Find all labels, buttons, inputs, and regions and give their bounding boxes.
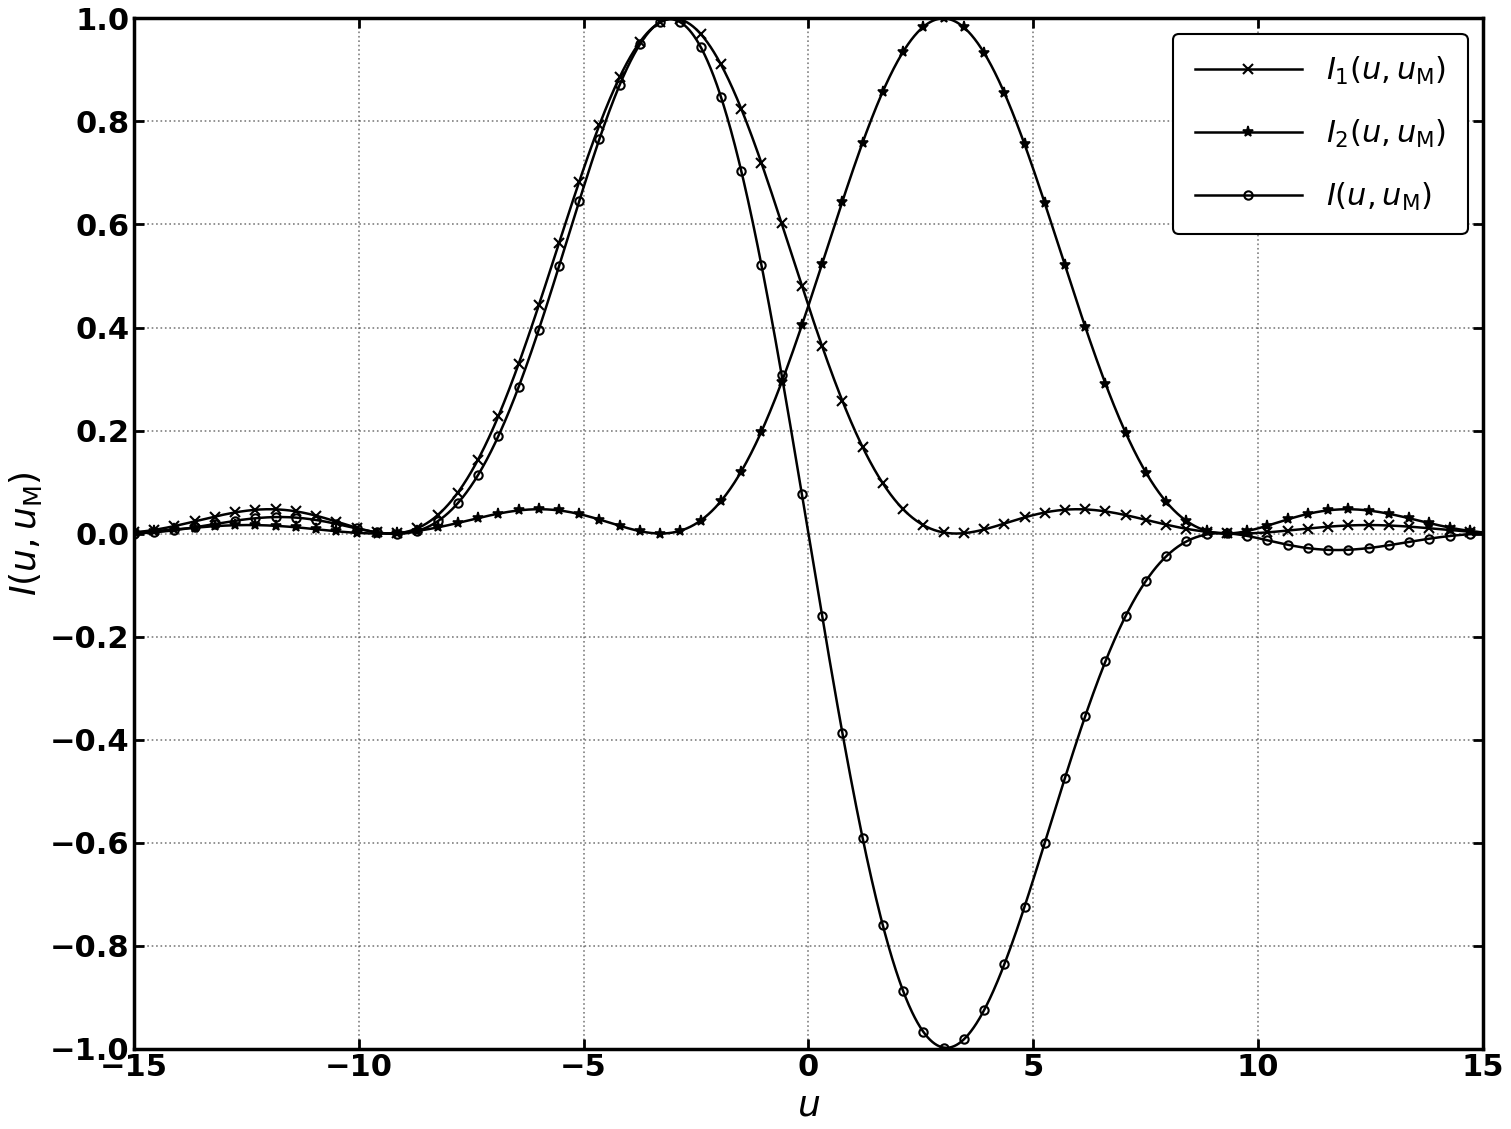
$I_1(u,u_{\mathrm{M}})$ (642, 23, 660, 36)
$I_2(u,u_{\mathrm{M}})$ (1302, 506, 1321, 519)
$I(u,u_{\mathrm{M}})$ (642, 23, 660, 36)
$I(u,u_{\mathrm{M}})$ (278, 510, 296, 524)
$I_1(u,u_{\mathrm{M}})$ (701, 40, 719, 53)
Line: $I_2(u,u_{\mathrm{M}})$: $I_2(u,u_{\mathrm{M}})$ (128, 12, 1488, 539)
$I(u,u_{\mathrm{M}})$ (1448, 528, 1466, 542)
$I_1(u,u_{\mathrm{M}})$ (665, 11, 683, 25)
$I_2(u,u_{\mathrm{M}})$ (1448, 523, 1466, 536)
$I_2(u,u_{\mathrm{M}})$ (125, 526, 144, 540)
$I_1(u,u_{\mathrm{M}})$ (1302, 522, 1321, 535)
$I_1(u,u_{\mathrm{M}})$ (1230, 527, 1248, 541)
$I(u,u_{\mathrm{M}})$ (701, 60, 719, 73)
$I_1(u,u_{\mathrm{M}})$ (358, 524, 376, 537)
$I(u,u_{\mathrm{M}})$ (125, 527, 144, 541)
$I(u,u_{\mathrm{M}})$ (937, 1041, 955, 1054)
$I(u,u_{\mathrm{M}})$ (662, 12, 680, 26)
$I_1(u,u_{\mathrm{M}})$ (1473, 526, 1491, 540)
$I_2(u,u_{\mathrm{M}})$ (278, 519, 296, 533)
$I_2(u,u_{\mathrm{M}})$ (1473, 526, 1491, 540)
Line: $I_1(u,u_{\mathrm{M}})$: $I_1(u,u_{\mathrm{M}})$ (128, 14, 1488, 539)
Line: $I(u,u_{\mathrm{M}})$: $I(u,u_{\mathrm{M}})$ (130, 15, 1487, 1052)
X-axis label: $u$: $u$ (796, 1088, 820, 1122)
$I(u,u_{\mathrm{M}})$ (1302, 542, 1321, 555)
$I(u,u_{\mathrm{M}})$ (1473, 527, 1491, 541)
$I(u,u_{\mathrm{M}})$ (358, 524, 376, 537)
$I_1(u,u_{\mathrm{M}})$ (1448, 524, 1466, 537)
$I_2(u,u_{\mathrm{M}})$ (701, 506, 719, 519)
$I_2(u,u_{\mathrm{M}})$ (642, 526, 660, 540)
$I_1(u,u_{\mathrm{M}})$ (278, 504, 296, 517)
$I_2(u,u_{\mathrm{M}})$ (358, 526, 376, 540)
$I_1(u,u_{\mathrm{M}})$ (125, 526, 144, 540)
Legend: $I_1(u,u_{\mathrm{M}})$, $I_2(u,u_{\mathrm{M}})$, $I(u,u_{\mathrm{M}})$: $I_1(u,u_{\mathrm{M}})$, $I_2(u,u_{\math… (1173, 34, 1467, 234)
$I_2(u,u_{\mathrm{M}})$ (934, 11, 952, 25)
Y-axis label: $I(u,u_{\mathrm{M}})$: $I(u,u_{\mathrm{M}})$ (8, 471, 44, 596)
$I_2(u,u_{\mathrm{M}})$ (369, 527, 387, 541)
